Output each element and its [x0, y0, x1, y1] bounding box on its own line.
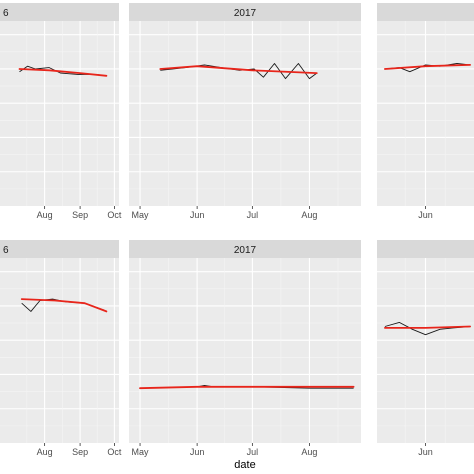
x-tick-label: Jul	[247, 447, 259, 457]
facet-strip	[0, 3, 119, 21]
facet-strip-label: 6	[3, 245, 9, 256]
fitted-series-line	[139, 385, 355, 390]
facet-panel: 6 Aug Sep Oct	[0, 240, 122, 457]
facet-strip	[377, 240, 474, 258]
x-tick-label: Aug	[301, 447, 317, 457]
x-tick-label: May	[132, 447, 150, 457]
x-tick-label: Aug	[301, 210, 317, 220]
x-tick-label: Jun	[190, 210, 205, 220]
facet-panel: Jun	[377, 240, 474, 457]
facet-panel: 2017 May Jun Jul Aug	[129, 3, 361, 220]
facet-strip-label: 6	[3, 8, 9, 19]
x-tick-label: Jun	[418, 447, 433, 457]
facet-strip	[377, 3, 474, 21]
facet-strip-label: 2017	[234, 8, 257, 19]
facet-strip	[0, 240, 119, 258]
x-tick-label: May	[132, 210, 150, 220]
plot-area	[0, 21, 119, 206]
facet-panel: 2017 May Jun Jul Aug	[129, 240, 361, 457]
facet-panels: 6 Aug Sep Oct 2017 May Jun Jul Aug Jun 6 Aug Sep Oct 2…	[0, 3, 474, 457]
x-tick-label: Jun	[190, 447, 205, 457]
series-group	[20, 298, 108, 313]
x-tick-label: Aug	[37, 447, 53, 457]
series-group	[18, 65, 108, 77]
x-tick-label: Jun	[418, 210, 433, 220]
series-group	[139, 384, 355, 390]
series-group	[383, 321, 472, 336]
facet-panel: Jun	[377, 3, 474, 220]
x-tick-label: Aug	[37, 210, 53, 220]
observed-series-line	[160, 63, 318, 80]
plot-area	[129, 21, 361, 206]
plot-area	[129, 258, 361, 443]
fitted-series-line	[18, 68, 108, 77]
x-tick-label: Oct	[107, 447, 122, 457]
series-group	[159, 63, 318, 80]
fitted-series-line	[383, 64, 472, 70]
plot-area	[0, 258, 119, 443]
facet-panel: 6 Aug Sep Oct	[0, 3, 122, 220]
facet-strip	[129, 3, 361, 21]
x-tick-label: Sep	[72, 447, 88, 457]
facet-strip-label: 2017	[234, 245, 257, 256]
series-group	[383, 63, 472, 73]
x-tick-label: Sep	[72, 210, 88, 220]
x-tick-label: Oct	[107, 210, 122, 220]
fitted-series-line	[159, 65, 318, 74]
x-axis-title: date	[234, 459, 255, 471]
facet-strip	[129, 240, 361, 258]
x-tick-label: Jul	[247, 210, 259, 220]
fitted-series-line	[20, 298, 108, 313]
fitted-series-line	[383, 325, 472, 329]
